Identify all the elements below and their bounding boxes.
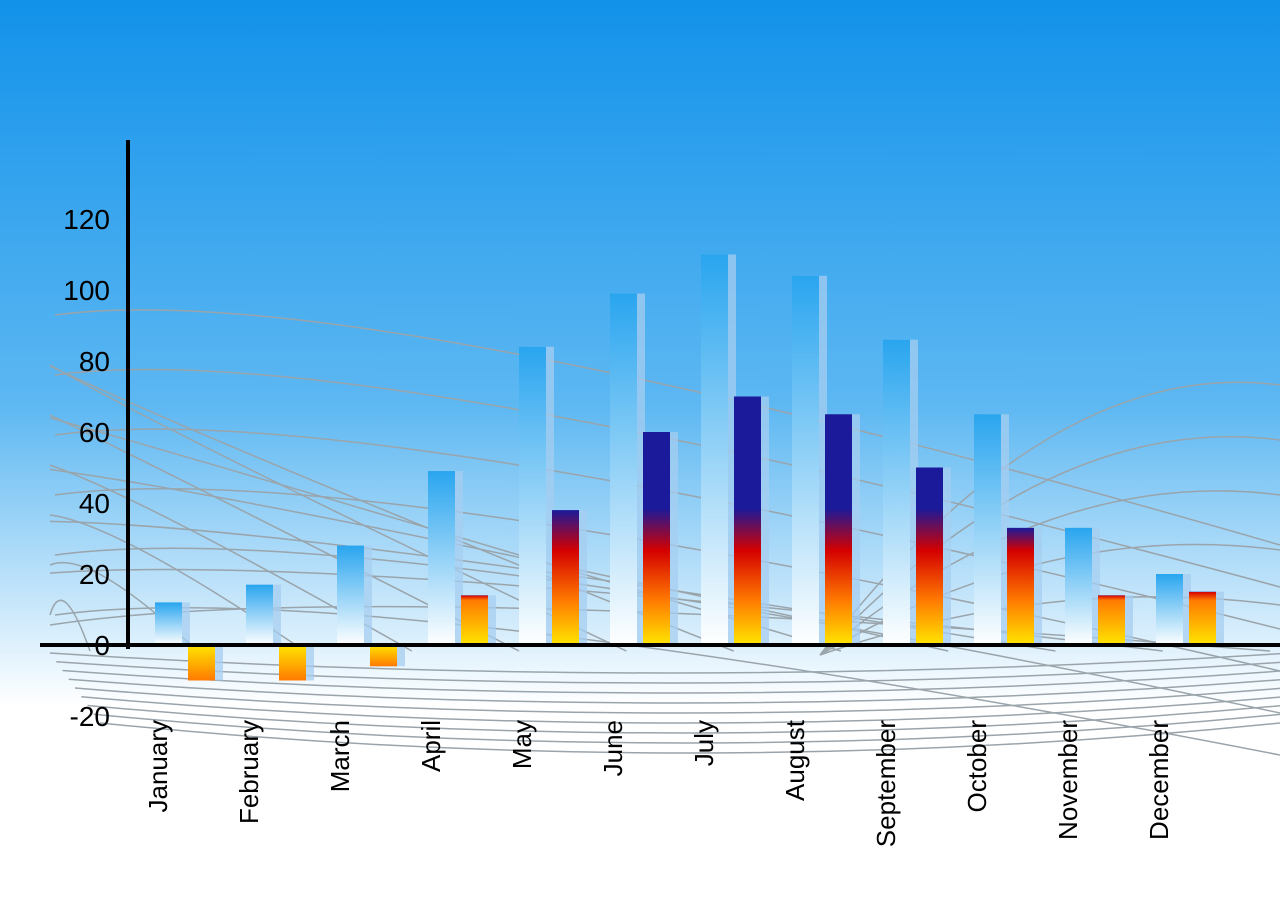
bar-blue [337, 546, 364, 645]
bar-blue [428, 471, 455, 645]
y-tick-label: 20 [79, 559, 110, 590]
bar-fire [279, 645, 306, 681]
y-tick-label: 120 [63, 204, 110, 235]
x-category-label: January [143, 720, 173, 813]
x-category-label: July [689, 720, 719, 766]
x-category-label: November [1053, 720, 1083, 840]
bar-blue [519, 347, 546, 645]
x-category-label: April [416, 720, 446, 772]
bar-fire [1189, 592, 1216, 645]
bar-fire [370, 645, 397, 666]
bar-fire [461, 595, 488, 645]
bar-fire [188, 645, 215, 681]
bar-blue [974, 414, 1001, 645]
chart-container: -20 0 20 40 60 80 100 120 January February March Ap… [0, 0, 1280, 905]
y-tick-label: 100 [63, 275, 110, 306]
x-category-label: March [325, 720, 355, 792]
bar-blue [610, 294, 637, 645]
x-category-label: May [507, 720, 537, 769]
x-category-label: September [871, 720, 901, 848]
y-tick-label: 40 [79, 488, 110, 519]
x-category-label: February [234, 720, 264, 824]
monthly-bar-chart: -20 0 20 40 60 80 100 120 January February March Ap… [0, 0, 1280, 905]
bar-blue [155, 602, 182, 645]
bar-blue [1156, 574, 1183, 645]
x-category-label: August [780, 719, 810, 801]
y-tick-label: 60 [79, 417, 110, 448]
bar-fire [643, 432, 670, 645]
bar-fire [1098, 595, 1125, 645]
y-tick-label: -20 [70, 701, 110, 732]
bar-fire [825, 414, 852, 645]
x-category-label: October [962, 720, 992, 813]
y-tick-label: 0 [94, 630, 110, 661]
bar-fire [1007, 528, 1034, 645]
bar-fire [552, 510, 579, 645]
bar-blue [1065, 528, 1092, 645]
bar-blue [883, 340, 910, 645]
bar-blue [246, 585, 273, 645]
x-category-label: December [1144, 720, 1174, 840]
bar-fire [734, 397, 761, 646]
y-tick-label: 80 [79, 346, 110, 377]
x-category-label: June [598, 720, 628, 776]
bar-fire [916, 468, 943, 646]
bar-blue [792, 276, 819, 645]
bar-blue [701, 255, 728, 646]
